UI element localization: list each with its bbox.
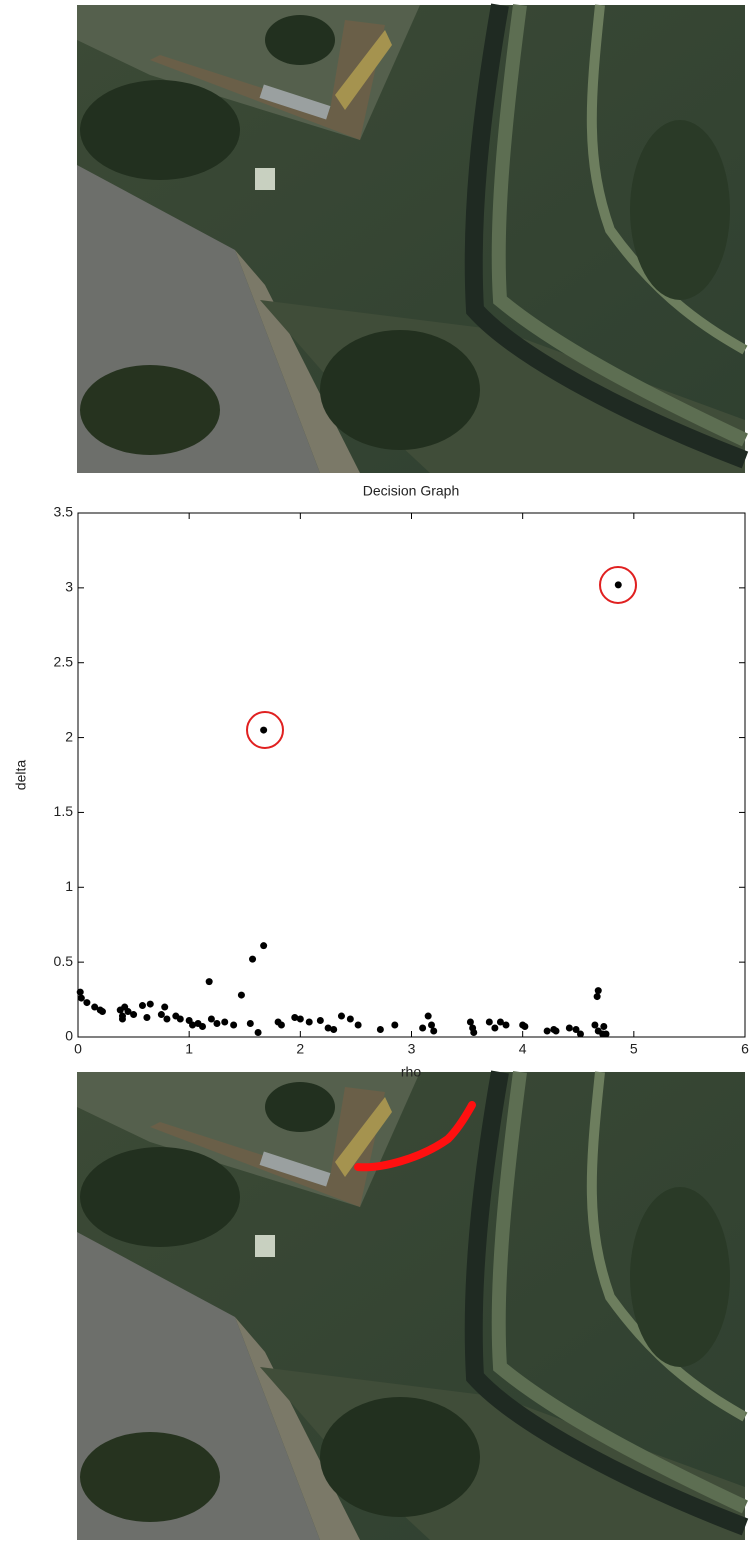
y-tick-label: 2 — [65, 728, 73, 744]
point — [496, 1018, 504, 1026]
point — [521, 1023, 529, 1031]
point — [419, 1024, 427, 1032]
point — [207, 1015, 215, 1023]
point — [143, 1014, 151, 1022]
point — [260, 726, 268, 734]
aerial-image-bottom — [77, 1072, 745, 1540]
point — [221, 1018, 229, 1026]
point — [146, 1000, 154, 1008]
point — [337, 1012, 345, 1020]
point — [502, 1021, 510, 1029]
point — [330, 1026, 338, 1034]
detected-path — [354, 1101, 476, 1172]
point — [614, 581, 622, 589]
highlight-circle — [599, 566, 637, 604]
point — [602, 1030, 610, 1038]
x-tick-label: 4 — [519, 1041, 527, 1057]
point — [199, 1023, 207, 1031]
point — [576, 1030, 584, 1038]
point — [485, 1018, 493, 1026]
point — [161, 1003, 169, 1011]
point — [430, 1027, 438, 1035]
point — [324, 1024, 332, 1032]
point — [391, 1021, 399, 1029]
point — [246, 1020, 254, 1028]
highlight-circle — [246, 711, 284, 749]
point — [254, 1029, 262, 1037]
point — [376, 1026, 384, 1034]
chart-title: Decision Graph — [363, 483, 460, 499]
point — [189, 1021, 197, 1029]
point — [130, 1011, 138, 1019]
point — [213, 1020, 221, 1028]
point — [77, 994, 85, 1002]
plot-area — [77, 512, 746, 1038]
x-axis-label: rho — [401, 1064, 421, 1080]
y-tick-label: 0 — [65, 1028, 73, 1044]
point — [91, 1003, 99, 1011]
x-tick-label: 3 — [408, 1041, 416, 1057]
y-tick-label: 0.5 — [54, 953, 74, 969]
y-tick-label: 2.5 — [54, 653, 74, 669]
x-tick-label: 0 — [74, 1041, 82, 1057]
point — [600, 1023, 608, 1031]
point — [424, 1012, 432, 1020]
point — [205, 978, 213, 986]
y-tick-label: 3 — [65, 579, 73, 595]
point — [543, 1027, 551, 1035]
point — [157, 1011, 165, 1019]
y-tick-label: 3.5 — [54, 504, 74, 520]
y-tick-label: 1.5 — [54, 803, 74, 819]
point — [572, 1026, 580, 1034]
point — [346, 1015, 354, 1023]
point — [552, 1027, 560, 1035]
x-tick-label: 1 — [185, 1041, 193, 1057]
point — [138, 1002, 146, 1010]
point — [594, 987, 602, 995]
y-tick-label: 1 — [65, 878, 73, 894]
point — [176, 1015, 184, 1023]
point — [118, 1015, 126, 1023]
point — [277, 1021, 285, 1029]
point — [565, 1024, 573, 1032]
point — [316, 1017, 324, 1025]
point — [591, 1021, 599, 1029]
point — [466, 1018, 474, 1026]
x-tick-label: 5 — [630, 1041, 638, 1057]
point — [593, 993, 601, 1001]
point — [428, 1021, 436, 1029]
point — [296, 1015, 304, 1023]
point — [230, 1021, 238, 1029]
point — [83, 999, 91, 1007]
x-tick-label: 6 — [741, 1041, 749, 1057]
point — [470, 1029, 478, 1037]
aerial-image-top — [77, 5, 745, 473]
point — [354, 1021, 362, 1029]
x-tick-label: 2 — [296, 1041, 304, 1057]
point — [76, 988, 84, 996]
point — [260, 942, 268, 950]
point — [491, 1024, 499, 1032]
y-axis-label: delta — [13, 760, 29, 791]
point — [291, 1014, 299, 1022]
point — [98, 1008, 106, 1016]
point — [163, 1015, 171, 1023]
point — [237, 991, 245, 999]
point — [249, 955, 257, 963]
point — [305, 1018, 313, 1026]
point — [124, 1008, 132, 1016]
